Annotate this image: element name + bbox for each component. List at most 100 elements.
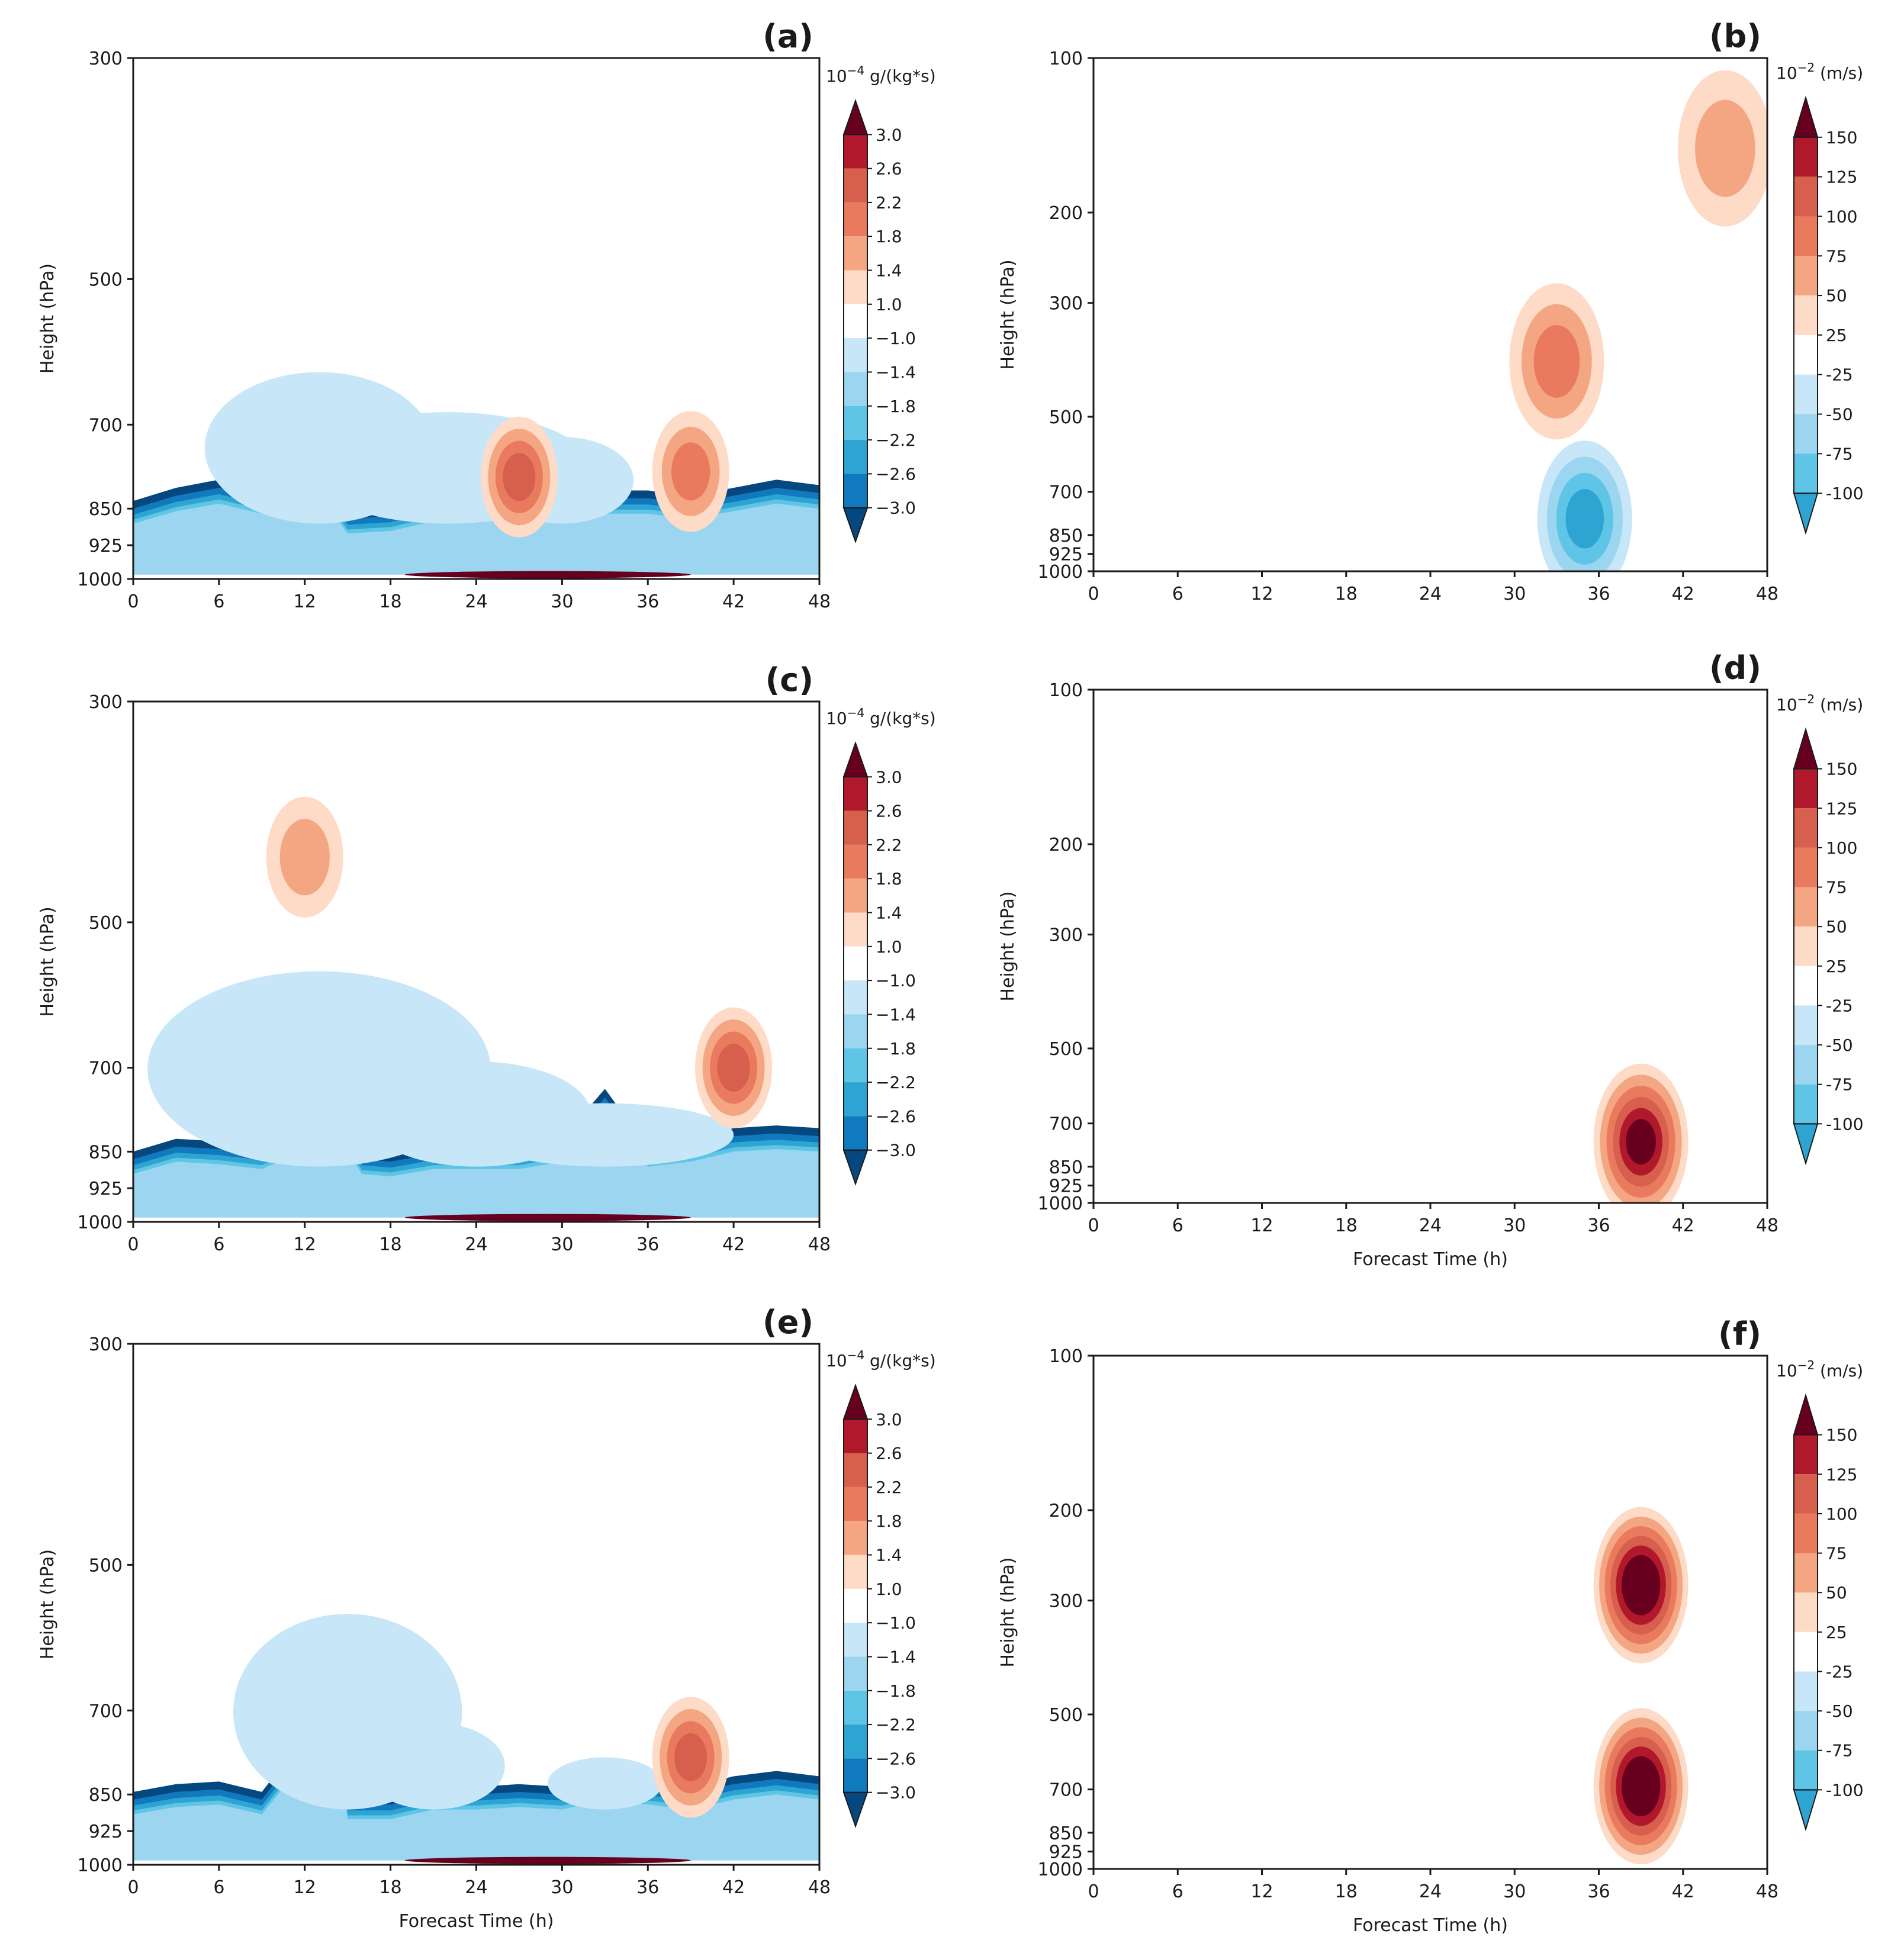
colorbar-title-base: 10 [1776, 1361, 1797, 1381]
y-tick-label: 700 [1049, 482, 1083, 503]
colorbar-tick-label: -25 [1826, 1662, 1853, 1681]
colorbar-swatch [844, 1116, 867, 1150]
panel-label: (a) [763, 18, 813, 55]
x-tick-label: 36 [1587, 1881, 1610, 1902]
colorbar-tick-label: 50 [1826, 286, 1847, 305]
y-tick-label: 200 [1049, 203, 1083, 224]
panel-label: (f) [1718, 1315, 1761, 1353]
colorbar-title: 10−2 (m/s) [1776, 692, 1863, 715]
contour-pos-level-1 [1695, 99, 1755, 197]
x-tick-label: 0 [127, 1877, 139, 1898]
colorbar-tick-label: 1.4 [876, 261, 902, 281]
colorbar-tick-label: −2.6 [876, 1106, 916, 1126]
colorbar-swatch [1794, 176, 1818, 217]
x-tick-label: 6 [213, 1877, 224, 1898]
colorbar: 3.0 2.6 2.2 1.8 1.4 1.0 −1.0 −1.4 −1.8 −2.2 −2.6 −3… [826, 63, 936, 544]
contour-pos-level-2 [671, 442, 710, 501]
x-tick-label: 12 [1250, 584, 1273, 604]
colorbar-tick-label: −1.4 [876, 1005, 916, 1024]
y-tick-label: 200 [1049, 835, 1083, 855]
colorbar-tick-label: 25 [1826, 957, 1847, 976]
colorbar-tick-label: 125 [1826, 799, 1857, 818]
y-axis-label: Height (hPa) [998, 1557, 1018, 1667]
x-tick-label: 12 [294, 1877, 316, 1898]
colorbar-title-base: 10 [826, 1351, 847, 1370]
colorbar-swatch [844, 1758, 867, 1793]
colorbar-swatch [844, 304, 867, 339]
colorbar-tick-label: 25 [1826, 1623, 1847, 1642]
colorbar-tick-label: -75 [1826, 1741, 1853, 1761]
colorbar-tick-label: 2.6 [876, 1444, 902, 1463]
colorbar-tick-label: 1.8 [876, 1511, 902, 1531]
y-tick-label: 100 [1049, 1346, 1083, 1367]
colorbar-swatch [1794, 768, 1818, 809]
colorbar-swatch [844, 1453, 867, 1487]
x-axis-label: Forecast Time (h) [399, 1911, 554, 1932]
colorbar-title-base: 10 [1776, 695, 1797, 715]
colorbar-tick-label: 2.2 [876, 1478, 902, 1497]
colorbar-swatch [844, 372, 867, 406]
y-tick-label: 500 [89, 269, 123, 290]
colorbar-swatch [1794, 216, 1818, 256]
colorbar-swatch [1794, 334, 1818, 375]
y-tick-label: 300 [1049, 925, 1083, 946]
colorbar-title-units: (m/s) [1815, 1361, 1863, 1381]
colorbar-title-base: 10 [826, 709, 847, 728]
x-tick-label: 36 [1587, 584, 1610, 604]
colorbar-swatch [844, 879, 867, 913]
contour-neg-level-0 [548, 1757, 662, 1810]
y-tick-label: 200 [1049, 1501, 1083, 1521]
plot-area [1593, 1063, 1688, 1203]
x-tick-label: 24 [465, 1234, 487, 1255]
y-tick-label: 700 [89, 1058, 123, 1079]
x-tick-label: 24 [1419, 1215, 1442, 1236]
panel-a: 0 6 12 18 24 30 36 42 48 300 500 700 850 925 1000 Heigh… [37, 18, 936, 612]
x-tick-label: 12 [294, 591, 316, 612]
colorbar-swatch [1794, 374, 1818, 414]
colorbar-title: 10−2 (m/s) [1776, 60, 1863, 83]
contour-neg-level-0 [362, 1722, 505, 1810]
x-tick-label: 36 [636, 1877, 659, 1898]
colorbar-swatch [1794, 1711, 1818, 1751]
colorbar-swatch [844, 1623, 867, 1657]
x-tick-label: 48 [1756, 1215, 1778, 1236]
colorbar-tick-label: −1.4 [876, 362, 916, 382]
colorbar-tick-label: −3.0 [876, 1783, 916, 1803]
contour-pos-level-6 [1627, 1564, 1655, 1606]
colorbar: 150 125 100 75 50 25 -25 -50 -75 -100 10−2 (m/s) [1776, 60, 1864, 535]
y-tick-label: 300 [1049, 294, 1083, 314]
colorbar-tick-label: 125 [1826, 168, 1857, 187]
colorbar-swatch [844, 810, 867, 845]
y-tick-label: 850 [1049, 1823, 1083, 1844]
panel-c: 0 6 12 18 24 30 36 42 48 300 500 700 850 925 1000 Heigh… [37, 661, 936, 1255]
colorbar-swatch [1794, 256, 1818, 296]
y-axis-label: Height (hPa) [37, 1549, 58, 1659]
colorbar-extend-top [842, 98, 869, 136]
y-axis-label: Height (hPa) [998, 891, 1018, 1001]
y-tick-label: 700 [89, 415, 123, 436]
plot-area [1593, 1507, 1688, 1865]
colorbar-tick-label: 1.4 [876, 1546, 902, 1565]
colorbar-outline [843, 1418, 868, 1793]
colorbar-title-units: (m/s) [1815, 695, 1863, 715]
colorbar-tick-label: −1.8 [876, 1681, 916, 1701]
colorbar-title-exp: −2 [1797, 1358, 1815, 1372]
y-tick-label: 850 [89, 1142, 123, 1163]
colorbar-tick-label: -100 [1826, 484, 1864, 503]
colorbar-title-exp: −2 [1797, 60, 1815, 75]
colorbar-tick-label: 2.2 [876, 835, 902, 855]
colorbar-tick-label: 100 [1826, 1504, 1857, 1524]
y-tick-label: 1000 [78, 1212, 123, 1233]
colorbar-swatch [844, 134, 867, 169]
x-tick-label: 30 [551, 1234, 573, 1255]
colorbar-extend-bottom [1793, 1789, 1819, 1832]
x-tick-label: 42 [722, 1234, 745, 1255]
colorbar-tick-label: −1.0 [876, 971, 916, 990]
y-tick-label: 925 [89, 1179, 123, 1199]
colorbar: 3.0 2.6 2.2 1.8 1.4 1.0 −1.0 −1.4 −1.8 −2.2 −2.6 −3… [826, 1348, 936, 1829]
colorbar-tick-label: -50 [1826, 1035, 1853, 1055]
y-tick-label: 300 [89, 1334, 123, 1355]
colorbar-swatch [844, 1048, 867, 1083]
y-tick-label: 700 [1049, 1114, 1083, 1135]
colorbar-tick-label: 3.0 [876, 125, 902, 144]
